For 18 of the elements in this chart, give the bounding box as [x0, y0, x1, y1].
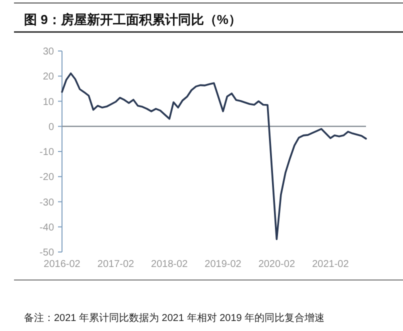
chart-title: 图 9：房屋新开工面积累计同比（%）: [24, 12, 242, 27]
text: 备注：2021 年累计同比数据为 2021 年相对 2019 年的同比复合增速: [24, 312, 325, 324]
x-tick-label: 2018-02: [151, 259, 188, 270]
line-series: [61, 72, 367, 240]
y-tick-label: -50: [40, 248, 54, 258]
x-tick-label: 2021-02: [312, 259, 350, 270]
x-tick-label: 2017-02: [97, 259, 135, 270]
y-tick-label: -10: [40, 147, 54, 158]
y-tick-label: 0: [48, 122, 54, 133]
y-tick-label: 10: [42, 96, 54, 108]
x-tick-label: 2020-02: [258, 259, 296, 270]
x-tick-label: 2019-02: [204, 259, 242, 270]
y-tick-label: -20: [40, 172, 54, 184]
x-tick-label: 2016-02: [44, 259, 81, 270]
y-tick-label: 30: [42, 46, 54, 58]
y-tick-label: -30: [40, 197, 54, 208]
y-tick-label: 20: [42, 72, 54, 83]
y-tick-label: -40: [40, 222, 54, 234]
